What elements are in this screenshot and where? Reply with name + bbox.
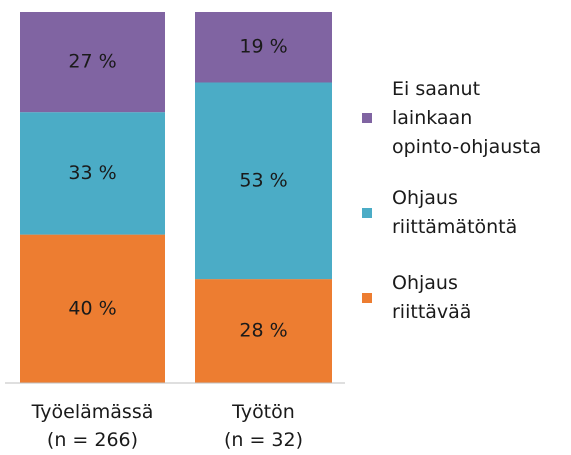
bar-segment — [20, 112, 165, 235]
legend-label: Ohjaus riittävää — [392, 272, 472, 323]
legend-swatch — [362, 208, 372, 218]
data-label: 27 % — [68, 51, 116, 73]
bar-segment — [195, 82, 332, 280]
x-tick-label: Työtön (n = 32) — [223, 401, 304, 451]
legend-label: Ei saanut lainkaan opinto-ohjausta — [392, 77, 542, 158]
bar-segment — [20, 234, 165, 383]
data-label: 28 % — [239, 320, 287, 342]
bar-segment — [195, 279, 332, 383]
bar-segment — [20, 12, 165, 113]
legend-swatch — [362, 293, 372, 303]
bar-segment — [195, 12, 332, 83]
x-tick-label: Työelämässä (n = 266) — [31, 401, 154, 451]
data-label: 40 % — [68, 297, 116, 319]
legend-swatch — [362, 113, 372, 123]
data-label: 53 % — [239, 169, 287, 191]
legend-label: Ohjaus riittämätöntä — [392, 187, 518, 238]
data-label: 19 % — [239, 36, 287, 58]
data-label: 33 % — [68, 162, 116, 184]
